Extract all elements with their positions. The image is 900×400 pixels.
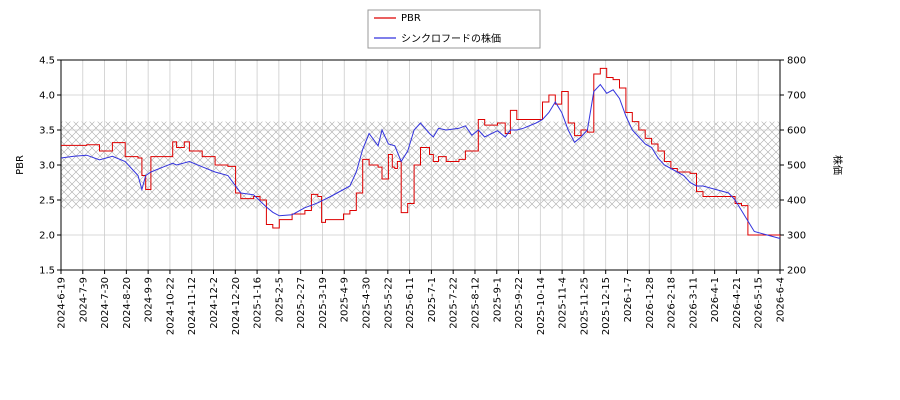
x-tick-label: 2025-11-25 [579,277,590,335]
x-tick-label: 2025-10-14 [536,277,547,335]
x-tick-label: 2026-3-11 [688,277,699,329]
x-tick-label: 2025-7-1 [427,277,438,322]
x-tick-label: 2024-10-22 [165,277,176,335]
x-tick-label: 2025-1-16 [253,277,264,329]
x-tick-label: 2026-4-1 [710,277,721,322]
x-tick-label: 2025-4-30 [362,277,373,329]
x-tick-label: 2026-4-21 [732,277,743,329]
legend-label-price: シンクロフードの株価 [401,32,501,45]
x-tick-label: 2026-2-18 [667,277,678,329]
y-right-tick-label: 800 [787,56,806,67]
y-axis-right-label: 株価 [831,155,844,175]
x-tick-label: 2025-4-9 [340,277,351,322]
y-left-tick-label: 1.5 [39,266,55,277]
y-left-tick-label: 4.0 [39,91,55,102]
y-right-tick-label: 500 [787,161,806,172]
x-tick-label: 2026-6-4 [776,277,787,322]
x-tick-label: 2024-12-20 [231,277,242,335]
x-tick-label: 2025-8-12 [470,277,481,329]
x-tick-label: 2024-7-9 [78,277,89,322]
x-tick-label: 2025-7-22 [449,277,460,329]
x-tick-label: 2025-9-22 [514,277,525,329]
y-right-tick-label: 400 [787,196,806,207]
y-left-tick-label: 3.5 [39,126,55,137]
y-left-tick-label: 4.5 [39,56,55,67]
y-right-tick-label: 600 [787,126,806,137]
x-tick-label: 2025-2-27 [296,277,307,329]
y-axis-left-label: PBR [15,155,26,175]
x-tick-label: 2025-11-4 [558,277,569,329]
y-left-tick-label: 3.0 [39,161,55,172]
x-tick-label: 2025-6-11 [405,277,416,329]
y-axis-right: 200 300 400 500 600 700 800 [780,56,806,277]
x-tick-label: 2026-5-15 [754,277,765,329]
y-right-tick-label: 200 [787,266,806,277]
series-line-pbr [61,67,781,237]
x-tick-label: 2025-5-22 [383,277,394,329]
y-axis-left: 1.5 2.0 2.5 3.0 3.5 4.0 4.5 [39,56,61,277]
x-tick-label: 2024-6-19 [57,277,68,329]
x-tick-label: 2025-3-19 [318,277,329,329]
x-tick-label: 2025-9-1 [492,277,503,322]
x-axis: 2024-6-19 2024-7-9 2024-7-30 2024-8-20 2024-… [57,270,787,335]
legend-label-pbr: PBR [401,13,421,24]
x-tick-label: 2024-12-2 [209,277,220,329]
y-left-tick-label: 2.0 [39,231,55,242]
y-right-tick-label: 300 [787,231,806,242]
series-layer [60,67,781,239]
x-tick-label: 2024-7-30 [100,277,111,329]
y-left-tick-label: 2.5 [39,196,55,207]
x-tick-label: 2025-2-5 [274,277,285,322]
x-tick-label: 2024-11-12 [187,277,198,335]
x-tick-label: 2024-8-20 [122,277,133,329]
x-tick-label: 2026-1-28 [645,277,656,329]
y-right-tick-label: 700 [787,91,806,102]
series-line-price [60,83,781,239]
x-tick-label: 2026-1-7 [623,277,634,322]
legend: PBR シンクロフードの株価 [367,9,541,49]
x-tick-label: 2025-12-15 [601,277,612,335]
x-tick-label: 2024-9-9 [144,277,155,322]
